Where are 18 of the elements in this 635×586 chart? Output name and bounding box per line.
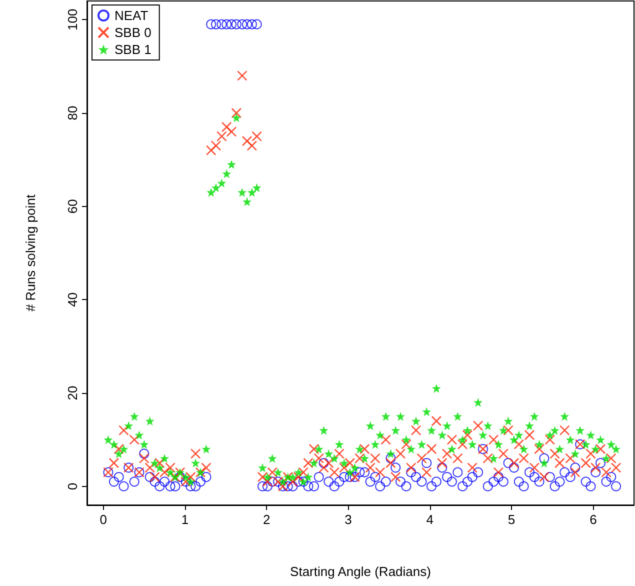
legend-label: SBB 0	[114, 25, 152, 40]
x-tick-label: 3	[344, 512, 352, 527]
y-tick-label: 40	[65, 292, 80, 307]
x-axis-title: Starting Angle (Radians)	[290, 564, 431, 579]
legend-label: SBB 1	[114, 42, 152, 57]
y-tick-label: 60	[65, 199, 80, 214]
x-tick-label: 6	[590, 512, 597, 527]
y-tick-label: 100	[65, 8, 80, 31]
x-tick-label: 5	[508, 512, 516, 527]
legend-label: NEAT	[114, 8, 148, 23]
y-tick-label: 0	[65, 482, 80, 490]
x-tick-label: 0	[100, 512, 107, 527]
x-tick-label: 2	[262, 512, 270, 527]
y-axis-title: # Runs solving point	[23, 194, 38, 312]
x-tick-label: 4	[426, 512, 434, 527]
y-tick-label: 80	[65, 106, 80, 120]
y-tick-label: 20	[65, 386, 80, 400]
x-tick-label: 1	[181, 512, 189, 527]
